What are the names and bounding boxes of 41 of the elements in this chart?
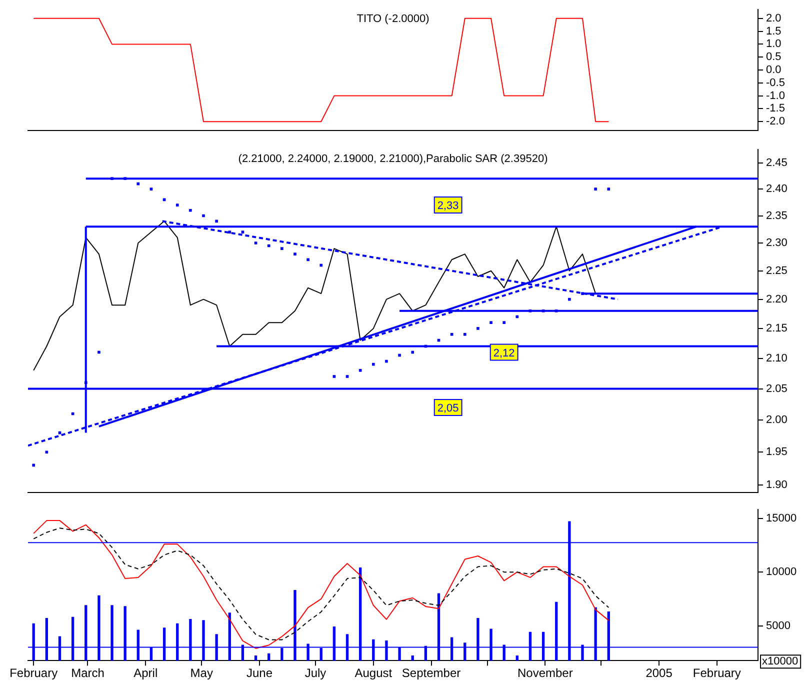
y-tick-label: 5000 [766,620,790,632]
y-tick-label: -0.5 [766,76,785,89]
y-tick-label: 2.35 [766,210,788,222]
x-tick-label: April [134,666,158,680]
x-tick-label: February [10,666,58,680]
y-tick-label: -1.0 [766,90,785,102]
chart-title: (2.21000, 2.24000, 2.19000, 2.21000),Parabolic SAR (2.39520) [238,153,548,166]
x-tick-label: June [246,666,273,680]
x-tick-label: February [692,666,741,680]
y-tick-label: 2.40 [766,183,788,196]
y-tick-label: 10000 [766,566,797,578]
annotation: 2,05 [437,402,459,414]
y-tick-label: -2.0 [766,116,785,128]
y-tick-label: 2.10 [766,352,788,364]
y-tick-label: 2.30 [766,237,788,250]
y-tick-label: 0.5 [766,51,782,64]
x-tick-label: July [304,666,326,680]
y-tick-label: -1.5 [766,102,785,115]
y-tick-label: 2.00 [766,414,788,426]
y-tick-label: 1.95 [766,446,788,458]
x-tick-label: May [190,666,213,680]
x-tick-label: September [402,666,461,680]
y-tick-label: 15000 [766,512,797,524]
x-tick-label: November [517,666,573,680]
y-tick-label: 2.20 [766,293,788,306]
y-tick-label: 1.0 [766,38,782,50]
y-tick-label: 2.15 [766,322,788,334]
y-tick-label: 2.0 [766,12,782,24]
x-tick-label: 2005 [646,666,673,680]
y-tick-label: 1.5 [766,25,782,38]
y-tick-label: 0.0 [766,64,782,76]
x-tick-label: March [71,666,104,680]
y-tick-label: 2.25 [766,264,788,277]
chart-title: TITO (-2.0000) [356,13,430,26]
y-tick-label: 2.05 [766,382,788,395]
x-tick-label: August [354,666,393,680]
text: x10000 [762,656,798,668]
annotation: 2,33 [437,200,459,212]
annotation: 2,12 [493,347,515,360]
y-tick-label: 1.90 [766,479,788,492]
y-tick-label: 2.45 [766,157,788,170]
